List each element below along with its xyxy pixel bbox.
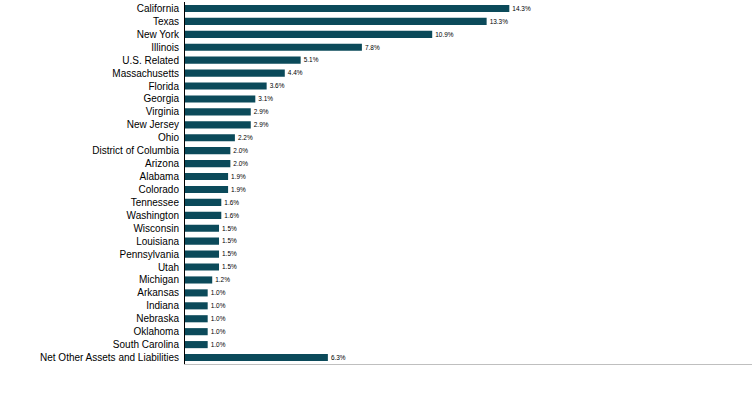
svg-text:1.6%: 1.6% [224, 199, 239, 206]
svg-text:Pennsylvania: Pennsylvania [120, 249, 180, 260]
svg-text:1.0%: 1.0% [211, 341, 226, 348]
svg-text:3.6%: 3.6% [270, 82, 285, 89]
svg-text:1.2%: 1.2% [215, 276, 230, 283]
svg-text:1.0%: 1.0% [211, 289, 226, 296]
svg-text:Virginia: Virginia [146, 106, 180, 117]
svg-text:Massachusetts: Massachusetts [112, 68, 179, 79]
svg-text:Michigan: Michigan [139, 274, 179, 285]
svg-text:6.3%: 6.3% [331, 354, 346, 361]
svg-text:2.9%: 2.9% [254, 108, 269, 115]
svg-text:4.4%: 4.4% [288, 69, 303, 76]
svg-text:2.9%: 2.9% [254, 121, 269, 128]
svg-text:Ohio: Ohio [158, 132, 180, 143]
svg-text:1.0%: 1.0% [211, 302, 226, 309]
svg-text:California: California [137, 3, 180, 14]
svg-text:Arkansas: Arkansas [137, 287, 179, 298]
svg-text:1.5%: 1.5% [222, 263, 237, 270]
svg-text:Washington: Washington [127, 210, 179, 221]
svg-text:Louisiana: Louisiana [136, 236, 179, 247]
svg-text:District of Columbia: District of Columbia [92, 145, 179, 156]
svg-text:3.1%: 3.1% [258, 95, 273, 102]
svg-text:5.1%: 5.1% [304, 56, 319, 63]
svg-text:1.5%: 1.5% [222, 250, 237, 257]
svg-text:2.0%: 2.0% [233, 160, 248, 167]
svg-text:U.S. Related: U.S. Related [122, 55, 179, 66]
svg-text:Nebraska: Nebraska [136, 313, 179, 324]
svg-text:1.6%: 1.6% [224, 212, 239, 219]
svg-text:1.5%: 1.5% [222, 225, 237, 232]
svg-text:Texas: Texas [153, 16, 179, 27]
svg-text:7.8%: 7.8% [365, 44, 380, 51]
svg-text:Indiana: Indiana [146, 300, 179, 311]
svg-text:Florida: Florida [148, 81, 179, 92]
svg-text:New York: New York [137, 29, 180, 40]
svg-text:Illinois: Illinois [151, 42, 179, 53]
svg-text:Alabama: Alabama [140, 171, 180, 182]
svg-text:Colorado: Colorado [138, 184, 179, 195]
svg-text:Net Other Assets and Liabiliti: Net Other Assets and Liabilities [40, 352, 179, 363]
svg-text:14.3%: 14.3% [512, 5, 531, 12]
svg-text:1.9%: 1.9% [231, 186, 246, 193]
svg-text:2.0%: 2.0% [233, 147, 248, 154]
svg-text:13.3%: 13.3% [490, 18, 509, 25]
svg-text:Oklahoma: Oklahoma [133, 326, 179, 337]
svg-text:2.2%: 2.2% [238, 134, 253, 141]
svg-text:South Carolina: South Carolina [113, 339, 180, 350]
svg-text:1.0%: 1.0% [211, 315, 226, 322]
svg-text:Tennessee: Tennessee [131, 197, 180, 208]
svg-text:New Jersey: New Jersey [127, 119, 179, 130]
svg-text:Arizona: Arizona [145, 158, 179, 169]
svg-text:10.9%: 10.9% [435, 31, 454, 38]
svg-text:1.5%: 1.5% [222, 237, 237, 244]
svg-text:1.9%: 1.9% [231, 173, 246, 180]
svg-text:1.0%: 1.0% [211, 328, 226, 335]
svg-text:Georgia: Georgia [143, 93, 179, 104]
svg-text:Wisconsin: Wisconsin [133, 223, 179, 234]
svg-text:Utah: Utah [158, 262, 179, 273]
